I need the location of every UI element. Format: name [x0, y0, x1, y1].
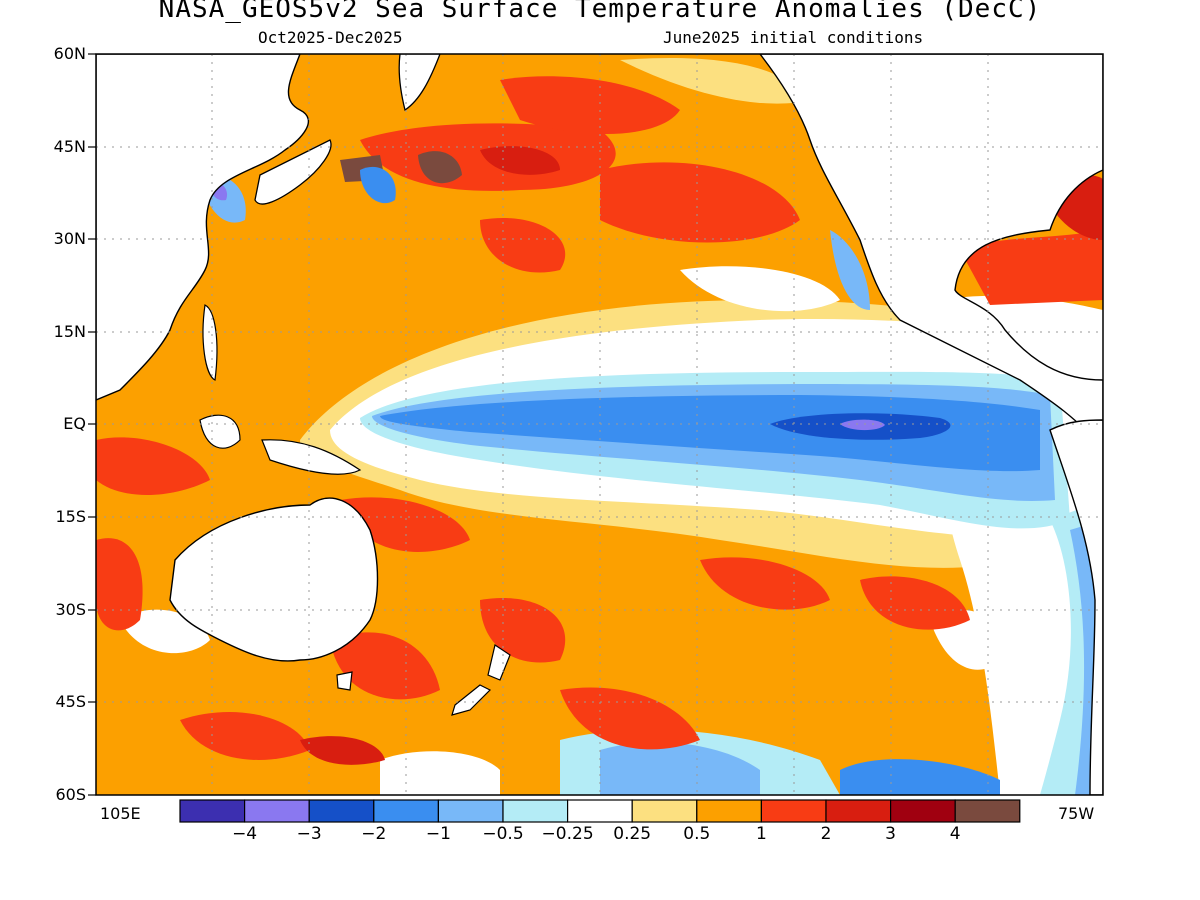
colorbar-swatch: [373, 799, 439, 823]
lat-label-eq: EQ: [63, 414, 86, 433]
colorbar-swatch: [760, 799, 827, 823]
colorbar-tick-label: 4: [949, 824, 961, 844]
colorbar-swatch: [696, 799, 762, 823]
colorbar-tick-label: 0.5: [683, 824, 711, 844]
colorbar-tick-label: −0.25: [541, 824, 594, 844]
colorbar-swatch: [437, 799, 504, 823]
colorbar: [179, 799, 1021, 823]
colorbar-swatch: [825, 799, 892, 823]
lat-label-30n: 30N: [53, 229, 86, 248]
colorbar-tick-label: −3: [296, 824, 322, 844]
colorbar-tick-label: 1: [755, 824, 767, 844]
colorbar-tick-label: −4: [232, 824, 258, 844]
lat-label-45s: 45S: [55, 692, 86, 711]
lat-label-15n: 15N: [53, 322, 86, 341]
colorbar-tick-label: 3: [885, 824, 897, 844]
chart-title: NASA_GEOS5v2 Sea Surface Temperature Ano…: [158, 0, 1042, 24]
colorbar-swatch: [179, 799, 246, 823]
initial-conditions: June2025 initial conditions: [663, 28, 924, 47]
colorbar-swatch: [631, 799, 698, 823]
lat-label-60s: 60S: [55, 785, 86, 804]
lon-label-east: 75W: [1058, 804, 1095, 823]
lat-label-15s: 15S: [55, 507, 86, 526]
colorbar-tick-label: −1: [425, 824, 451, 844]
colorbar-swatch: [889, 799, 956, 823]
lat-label-30s: 30S: [55, 600, 86, 619]
lat-label-60n: 60N: [53, 44, 86, 63]
australia: [169, 497, 379, 662]
colorbar-tick-label: −0.5: [482, 824, 524, 844]
north-america: [759, 54, 1103, 452]
colorbar-swatch: [954, 799, 1021, 823]
south-america: [1049, 419, 1103, 795]
lon-label-west: 105E: [100, 804, 141, 823]
colorbar-swatch: [308, 799, 375, 823]
anomaly-field: [96, 54, 1103, 795]
forecast-period: Oct2025-Dec2025: [258, 28, 403, 47]
colorbar-swatch: [502, 799, 569, 823]
colorbar-swatch: [566, 799, 633, 823]
colorbar-tick-label: 0.25: [613, 824, 652, 844]
colorbar-tick-label: −2: [361, 824, 387, 844]
colorbar-swatch: [244, 799, 310, 823]
lat-label-45n: 45N: [53, 137, 86, 156]
colorbar-tick-label: 2: [820, 824, 832, 844]
